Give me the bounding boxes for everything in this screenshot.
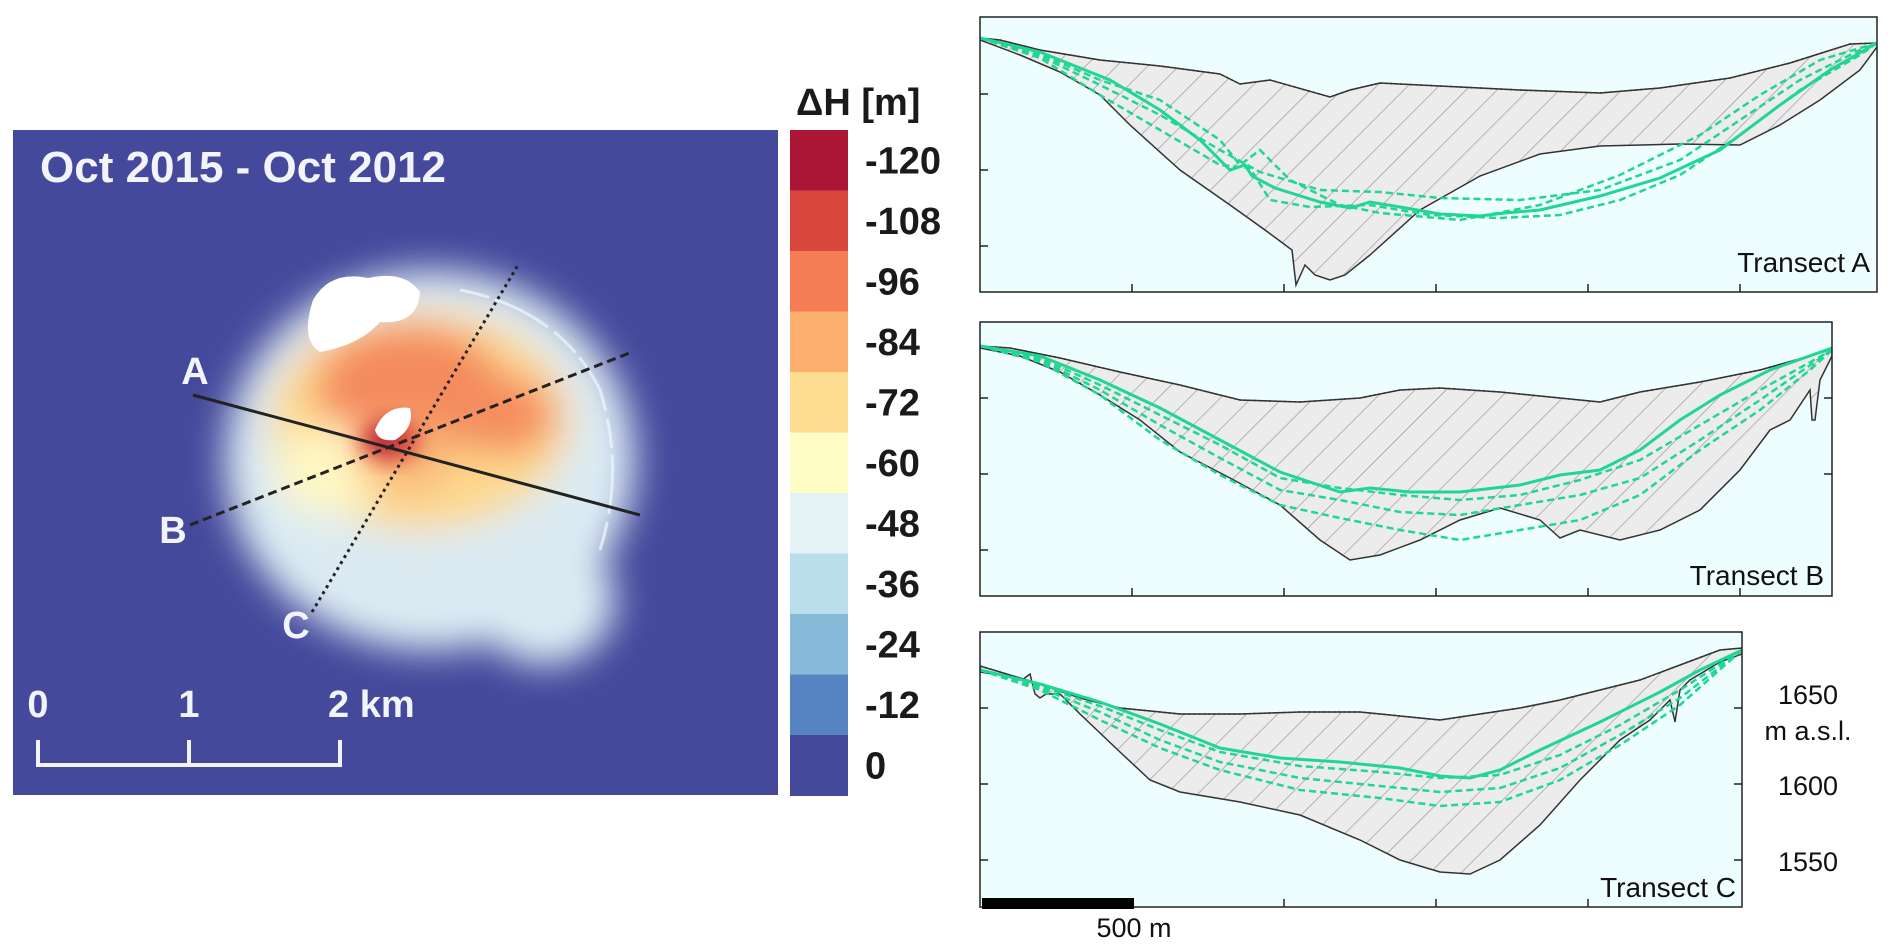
- transect-c-line: [310, 264, 520, 613]
- colorbar-label-5: -60: [865, 443, 920, 485]
- profile-scalebar: [982, 898, 1134, 909]
- colorbar-cell-4: [790, 372, 848, 433]
- map-title: Oct 2015 - Oct 2012: [40, 143, 446, 192]
- transect-b-model-solid: [980, 344, 1832, 494]
- transect-a-model-dashed-2: [980, 36, 1877, 202]
- colorbar: ΔH [m] -120-108-96-84-72-60-48-36-24-120: [790, 82, 941, 796]
- y-axis-unit: m a.s.l.: [1764, 716, 1851, 746]
- colorbar-cell-0: [790, 130, 848, 191]
- y-label-1650: 1650: [1778, 680, 1838, 710]
- colorbar-label-0: -120: [865, 140, 941, 182]
- colorbar-cell-7: [790, 553, 848, 615]
- colorbar-cell-5: [790, 432, 848, 494]
- colorbar-cell-8: [790, 614, 848, 675]
- colorbar-label-6: -48: [865, 503, 920, 545]
- colorbar-label-3: -84: [865, 322, 920, 364]
- colorbar-title: ΔH [m]: [796, 82, 920, 124]
- transect-b-panel: Transect B: [979, 321, 1833, 597]
- transect-c-panel: Transect C: [979, 631, 1743, 908]
- colorbar-label-8: -24: [865, 624, 920, 666]
- transect-a-model-solid: [980, 36, 1877, 218]
- colorbar-label-2: -96: [865, 261, 920, 303]
- colorbar-cell-9: [790, 674, 848, 736]
- transect-b-line: [189, 350, 633, 527]
- transect-label-c: C: [282, 605, 309, 647]
- transect-b-model-dashed-3: [980, 344, 1832, 502]
- ice-cliff-patch: [307, 275, 420, 352]
- lake-patch: [375, 407, 411, 441]
- transect-a-label: Transect A: [1737, 247, 1870, 278]
- transect-b-model-dashed-1: [980, 344, 1832, 542]
- colorbar-cell-3: [790, 311, 848, 373]
- colorbar-cell-2: [790, 251, 848, 312]
- colorbar-cell-10: [790, 735, 848, 796]
- transect-c-model-dashed-3: [980, 648, 1742, 780]
- colorbar-cell-6: [790, 493, 848, 554]
- transect-b-model-dashed-2: [980, 344, 1832, 517]
- transect-a-panel: Transect A: [979, 16, 1878, 293]
- scale-tick-1: 1: [178, 684, 199, 726]
- transect-label-b: B: [159, 510, 186, 552]
- transect-b-label: Transect B: [1690, 560, 1824, 591]
- map-panel: Oct 2015 - Oct 2012 A B C 0 1 2 km: [13, 130, 778, 795]
- colorbar-label-10: 0: [865, 745, 886, 787]
- y-label-1550: 1550: [1778, 847, 1838, 877]
- scale-tick-0: 0: [27, 684, 48, 726]
- transect-c-model-dashed-1: [980, 649, 1742, 808]
- y-label-1600: 1600: [1778, 771, 1838, 801]
- transect-a-model-dashed-1: [980, 36, 1877, 220]
- colorbar-cell-1: [790, 190, 848, 252]
- scale-tick-2: 2 km: [328, 684, 415, 726]
- colorbar-label-4: -72: [865, 382, 920, 424]
- colorbar-label-7: -36: [865, 564, 920, 606]
- colorbar-label-9: -12: [865, 685, 920, 727]
- transect-c-label: Transect C: [1600, 872, 1736, 903]
- colorbar-label-1: -108: [865, 201, 941, 243]
- profile-scalebar-label: 500 m: [1096, 913, 1171, 943]
- map-scalebar: [36, 740, 342, 767]
- transect-c-model-solid: [980, 648, 1742, 780]
- transect-a-line: [192, 393, 641, 517]
- transect-label-a: A: [181, 351, 208, 393]
- transect-c-model-dashed-2: [980, 649, 1742, 794]
